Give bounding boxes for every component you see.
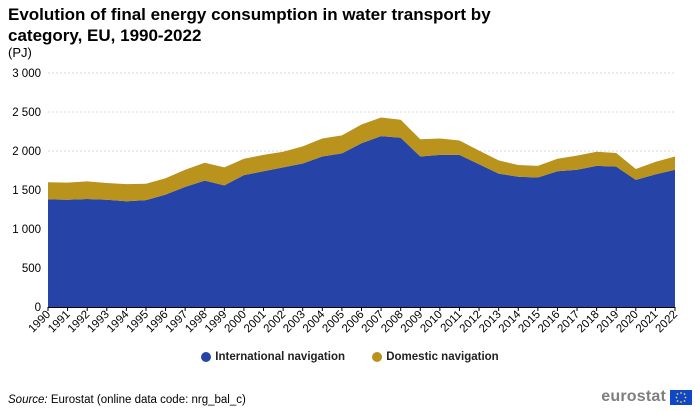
- legend: International navigation Domestic naviga…: [0, 351, 700, 365]
- y-tick-label: 3 000: [12, 68, 41, 80]
- x-tick-label: 2012: [458, 309, 485, 336]
- x-tick-label: 2020: [614, 309, 641, 336]
- legend-item-domestic[interactable]: Domestic navigation: [372, 351, 499, 363]
- x-tick-label: 1996: [144, 309, 171, 336]
- legend-item-international[interactable]: International navigation: [201, 351, 345, 363]
- y-tick-label: 1 000: [12, 224, 41, 236]
- y-axis-ticks: 0 500 1 000 1 500 2 000 2 500 3 000: [12, 68, 41, 314]
- source-prefix: Source:: [8, 394, 48, 406]
- x-tick-label: 2018: [575, 309, 602, 336]
- source-note: Source: Eurostat (online data code: nrg_…: [8, 394, 246, 406]
- y-tick-label: 1 500: [12, 185, 41, 197]
- legend-label-domestic: Domestic navigation: [386, 351, 499, 363]
- logo-text: eurostat: [601, 388, 666, 405]
- x-tick-label: 2013: [477, 309, 504, 336]
- unit-label: (PJ): [8, 45, 32, 60]
- x-tick-label: 2002: [262, 309, 289, 336]
- y-tick-label: 2 000: [12, 146, 41, 158]
- source-text: Eurostat (online data code: nrg_bal_c): [47, 394, 246, 406]
- x-tick-label: 2003: [281, 309, 308, 336]
- x-tick-label: 1991: [46, 309, 73, 336]
- chart-title: Evolution of final energy consumption in…: [8, 5, 491, 45]
- legend-swatch-international: [201, 352, 212, 362]
- legend-swatch-domestic: [372, 352, 383, 362]
- legend-label-international: International navigation: [215, 351, 346, 363]
- x-tick-label: 2022: [654, 309, 681, 336]
- x-tick-label: 2006: [340, 309, 367, 336]
- x-tick-label: 1999: [203, 309, 230, 336]
- y-tick-label: 0: [35, 302, 41, 314]
- x-axis-ticks: 1990199119921993199419951996199719981999…: [27, 307, 681, 336]
- x-tick-label: 2016: [536, 309, 563, 336]
- x-tick-label: 2010: [418, 309, 445, 336]
- x-tick-label: 1997: [164, 309, 191, 336]
- x-tick-label: 2015: [516, 309, 543, 336]
- x-tick-label: 2021: [634, 309, 661, 336]
- x-tick-label: 1995: [125, 309, 152, 336]
- area-international-navigation: [48, 136, 675, 307]
- y-tick-label: 2 500: [12, 107, 41, 119]
- x-tick-label: 1993: [85, 309, 112, 336]
- x-tick-label: 2000: [222, 309, 249, 336]
- x-tick-label: 2005: [320, 309, 347, 336]
- x-tick-label: 2007: [360, 309, 387, 336]
- eu-flag-icon: [670, 389, 692, 405]
- y-tick-label: 500: [22, 263, 41, 275]
- eurostat-logo: eurostat: [601, 388, 692, 406]
- x-tick-label: 2008: [379, 309, 406, 336]
- x-tick-label: 2019: [595, 309, 622, 336]
- x-tick-label: 2001: [242, 309, 269, 336]
- x-tick-label: 1990: [27, 309, 54, 336]
- x-tick-label: 1998: [183, 309, 210, 336]
- area-series: [48, 117, 675, 307]
- x-tick-label: 2017: [556, 309, 583, 336]
- area-domestic-navigation: [48, 117, 675, 202]
- x-tick-label: 1992: [66, 309, 93, 336]
- x-tick-label: 2009: [399, 309, 426, 336]
